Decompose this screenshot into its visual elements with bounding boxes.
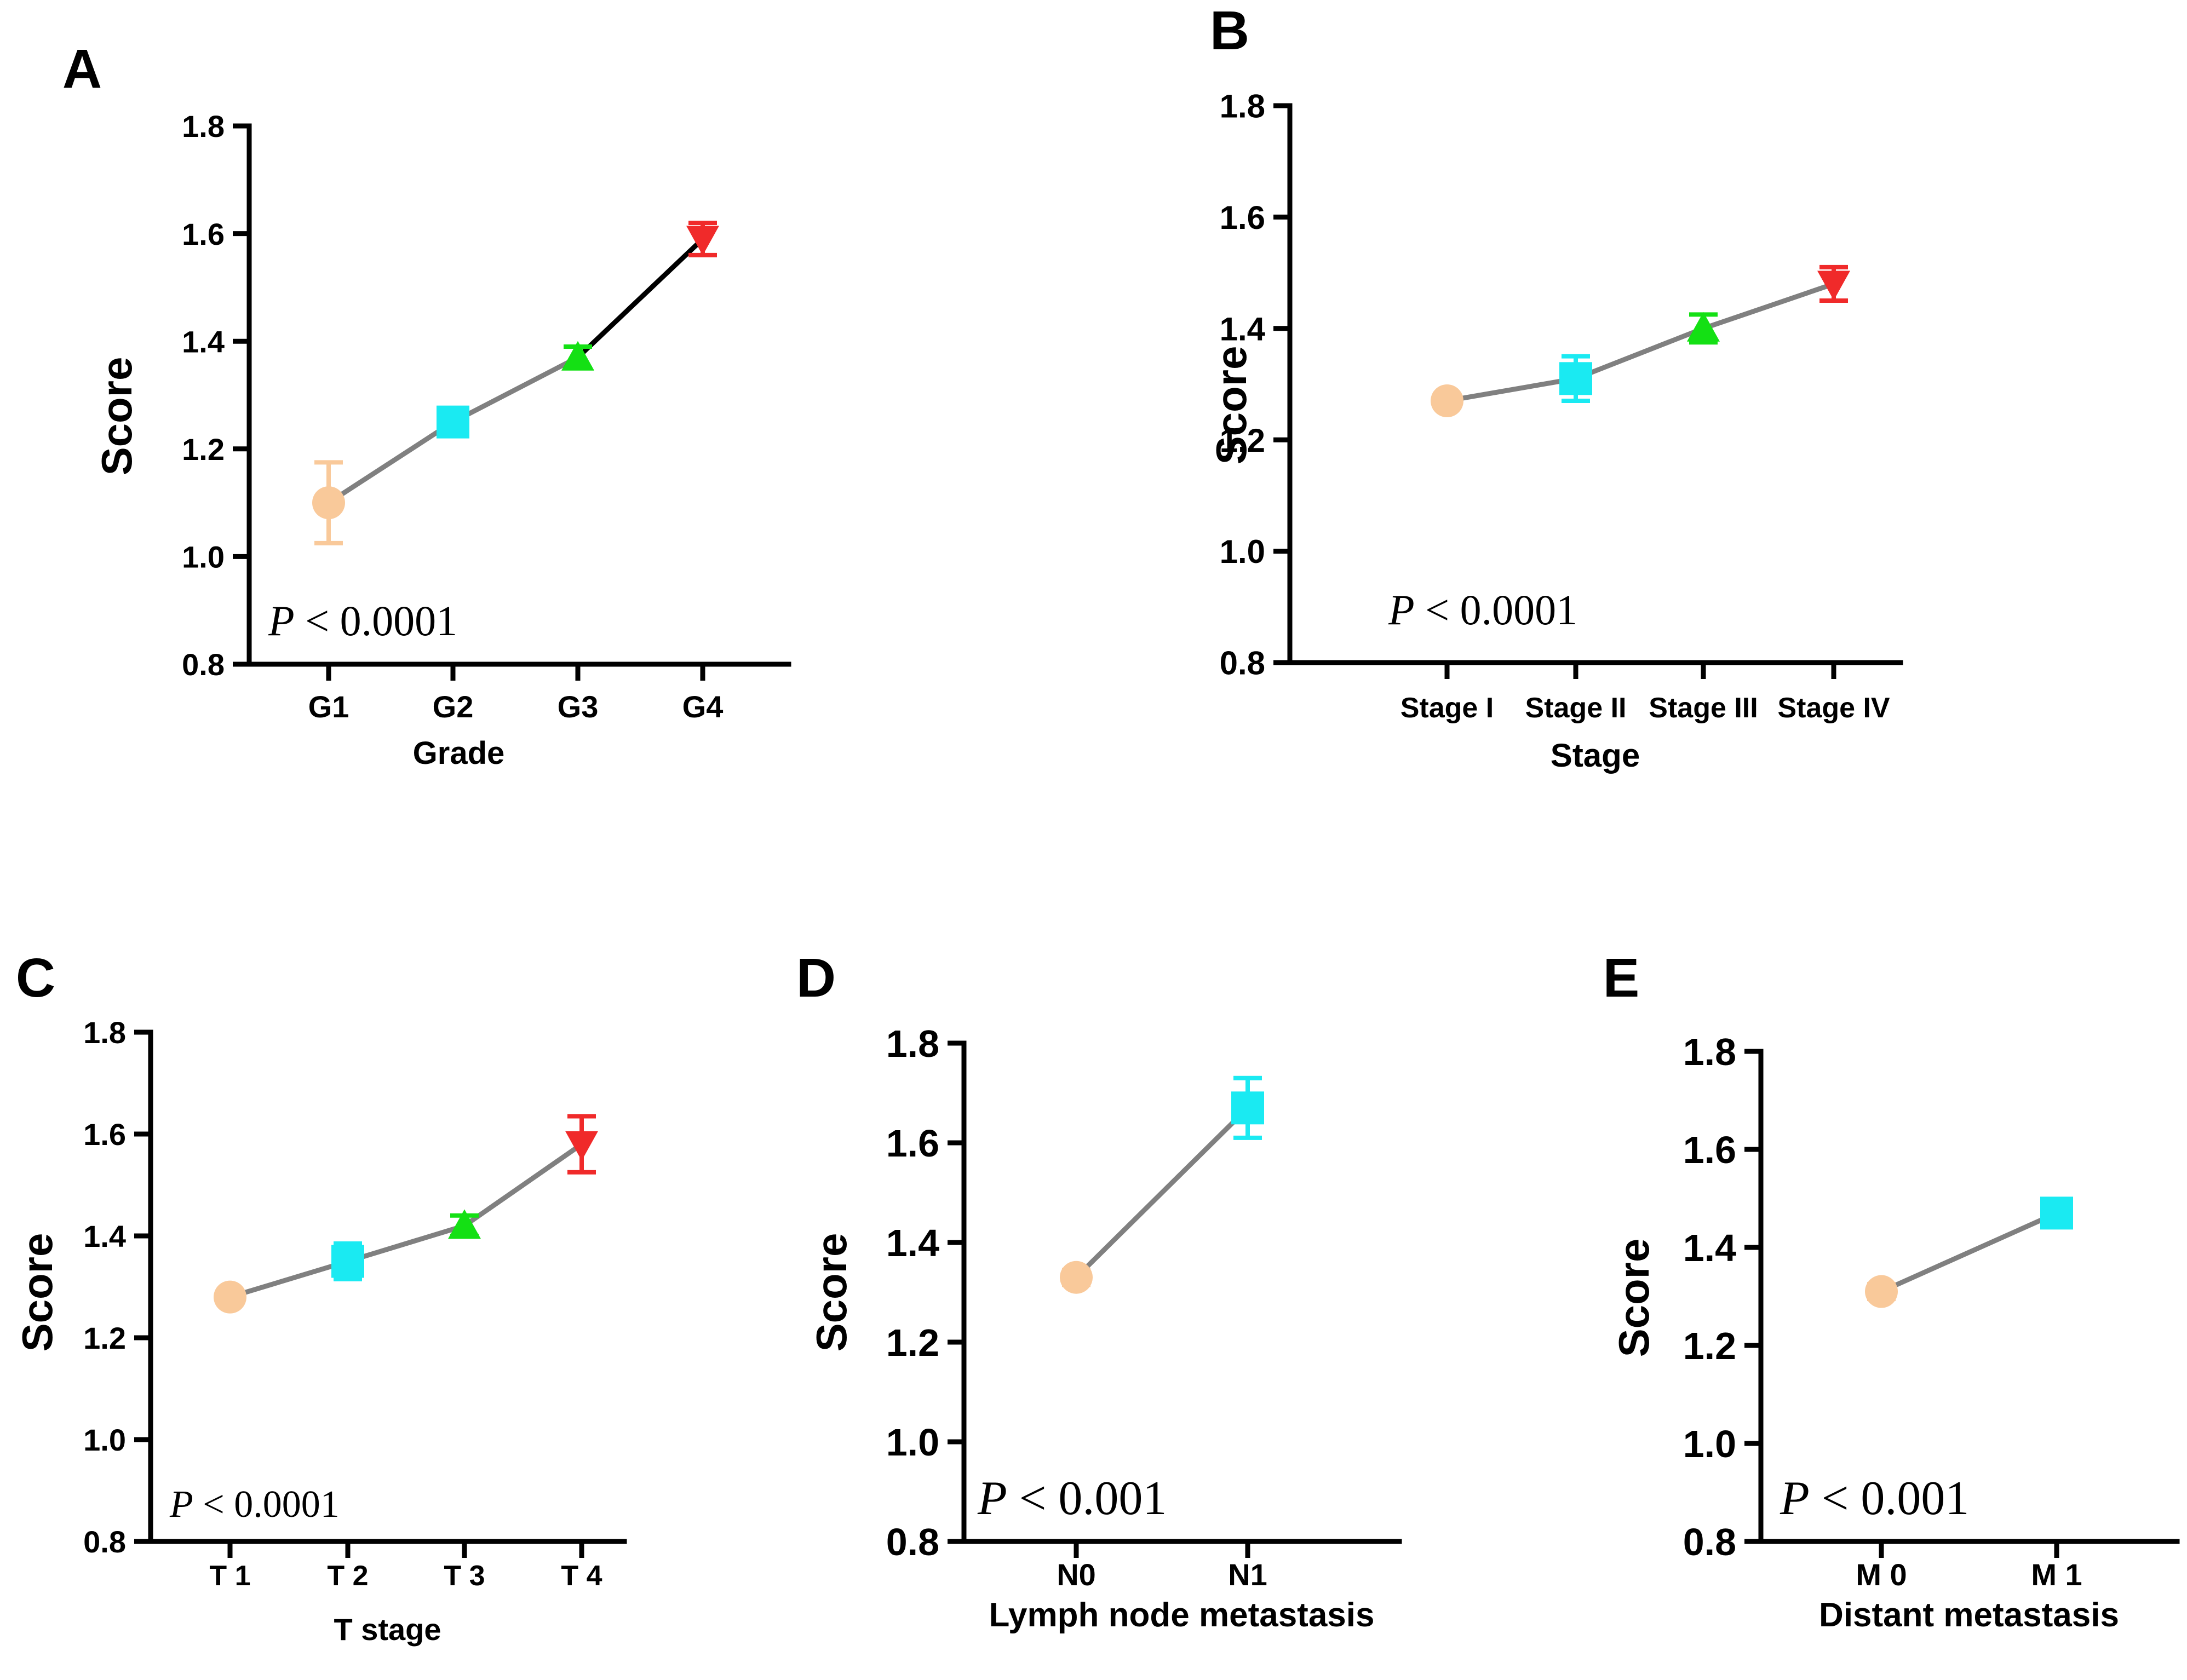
- y-tick-label: 1.0: [886, 1421, 939, 1464]
- y-tick-label: 1.6: [83, 1117, 126, 1152]
- series-line-segment: [227, 1259, 351, 1300]
- y-tick-label: 1.0: [83, 1423, 126, 1457]
- y-tick-label: 0.8: [1220, 645, 1265, 682]
- data-point-square: [437, 405, 469, 439]
- data-point-triangle-down: [565, 1131, 598, 1161]
- x-axis-title: Lymph node metastasis: [989, 1596, 1374, 1634]
- y-tick-label: 0.8: [1683, 1521, 1736, 1563]
- panel-letter: C: [16, 947, 55, 1009]
- panel-letter: B: [1210, 0, 1249, 61]
- y-tick-label: 1.4: [1683, 1227, 1736, 1269]
- data-point-circle: [214, 1280, 246, 1314]
- x-tick-label: T 1: [209, 1560, 250, 1592]
- data-point-circle: [1865, 1275, 1898, 1308]
- x-tick-label: N0: [1057, 1557, 1096, 1592]
- y-axis-title: Score: [1207, 346, 1255, 465]
- data-point-square: [1559, 362, 1592, 395]
- x-tick-label: Stage I: [1400, 692, 1494, 724]
- series-line-segment: [1573, 326, 1706, 381]
- y-tick-label: 0.8: [886, 1521, 939, 1563]
- data-point-triangle-up: [448, 1209, 481, 1239]
- y-tick-label: 1.8: [182, 109, 225, 143]
- y-axis-title: Score: [13, 1233, 61, 1352]
- x-tick-label: Stage III: [1649, 692, 1758, 724]
- p-value-annotation: P < 0.001: [1780, 1472, 1969, 1525]
- x-axis-title: T stage: [334, 1612, 441, 1647]
- y-tick-label: 1.4: [1220, 310, 1266, 347]
- y-tick-label: 1.6: [1683, 1129, 1736, 1171]
- y-tick-label: 1.6: [886, 1122, 939, 1165]
- x-axis-title: Distant metastasis: [1819, 1596, 2119, 1634]
- y-tick-label: 0.8: [83, 1524, 126, 1559]
- series-line-segment: [345, 1223, 467, 1264]
- y-tick-label: 1.4: [182, 324, 225, 359]
- data-point-square: [2040, 1196, 2073, 1230]
- x-axis-title: Grade: [413, 735, 505, 771]
- y-axis-title: Score: [93, 357, 141, 476]
- y-tick-label: 1.4: [886, 1222, 939, 1264]
- series-line-segment: [450, 355, 581, 425]
- series-line-segment: [1444, 376, 1578, 404]
- p-value-annotation: P < 0.0001: [268, 597, 457, 645]
- y-tick-label: 1.6: [182, 217, 225, 251]
- y-axis-title: Score: [1610, 1239, 1658, 1357]
- p-value-annotation: P < 0.0001: [169, 1483, 340, 1526]
- x-tick-label: T 3: [444, 1560, 485, 1592]
- y-tick-label: 1.8: [83, 1015, 126, 1050]
- y-tick-label: 1.6: [1220, 199, 1265, 236]
- x-tick-label: M 0: [1856, 1557, 1907, 1592]
- y-tick-label: 1.8: [1683, 1031, 1736, 1073]
- y-tick-label: 1.8: [1220, 88, 1265, 125]
- y-tick-label: 1.2: [1220, 422, 1265, 459]
- data-point-circle: [1431, 384, 1463, 418]
- y-axis-title: Score: [807, 1233, 856, 1352]
- p-value-annotation: P < 0.0001: [1388, 586, 1577, 634]
- panel-letter: D: [796, 947, 836, 1009]
- y-tick-label: 1.8: [886, 1022, 939, 1065]
- p-value-annotation: P < 0.001: [977, 1472, 1167, 1525]
- data-point-square: [1231, 1091, 1264, 1125]
- data-point-triangle-down: [1817, 271, 1850, 301]
- data-point-triangle-up: [1687, 312, 1720, 342]
- x-tick-label: Stage II: [1525, 692, 1627, 724]
- data-point-circle: [312, 486, 345, 520]
- y-tick-label: 1.0: [182, 540, 225, 574]
- x-tick-label: M 1: [2031, 1557, 2082, 1592]
- series-line-segment: [1701, 281, 1836, 331]
- x-tick-label: T 2: [327, 1560, 368, 1592]
- panel-letter: A: [62, 38, 102, 100]
- panel-c: C 0.8 1.0 1.2 1.4 1.6 1.8 T 1 T 2 T 3 T 4 T stage Sc…: [13, 947, 627, 1647]
- series-line-segment: [462, 1142, 584, 1228]
- panel-letter: E: [1603, 947, 1640, 1009]
- y-tick-label: 1.0: [1220, 533, 1265, 570]
- x-tick-label: T 4: [561, 1560, 602, 1592]
- series-line-segment: [1074, 1105, 1250, 1280]
- data-point-triangle-down: [686, 226, 719, 256]
- y-tick-label: 1.0: [1683, 1423, 1736, 1465]
- series-line-segment: [326, 419, 456, 505]
- panel-a: A 0.8 1.0 1.2 1.4 1.6 1.8 G1 G2 G3 G4 Grade Score P <…: [62, 38, 791, 771]
- x-tick-label: Stage IV: [1777, 692, 1890, 724]
- data-point-triangle-up: [561, 341, 594, 371]
- x-tick-label: G3: [558, 689, 599, 724]
- x-tick-label: N1: [1228, 1557, 1267, 1592]
- y-tick-label: 0.8: [182, 647, 225, 682]
- y-tick-label: 1.2: [83, 1321, 126, 1355]
- x-tick-label: G1: [308, 689, 349, 724]
- y-tick-label: 1.2: [886, 1321, 939, 1364]
- x-tick-label: G4: [682, 689, 724, 724]
- series-line-segment: [1879, 1210, 2059, 1294]
- data-point-circle: [1060, 1261, 1093, 1294]
- x-tick-label: G2: [433, 689, 474, 724]
- y-tick-label: 1.2: [182, 432, 225, 467]
- y-tick-label: 1.2: [1683, 1325, 1736, 1367]
- data-point-square: [331, 1245, 364, 1278]
- x-axis-title: Stage: [1551, 737, 1640, 774]
- panel-e: E 0.8 1.0 1.2 1.4 1.6 1.8 M 0 M 1 Distant metasta…: [1603, 947, 2180, 1634]
- panel-d: D 0.8 1.0 1.2 1.4 1.6 1.8 N0 N1 Lymph node metast…: [796, 947, 1402, 1634]
- y-tick-label: 1.4: [83, 1219, 126, 1253]
- series-line-segment: [575, 236, 705, 360]
- panel-b: B 0.8 1.0 1.2 1.4 1.6 1.8 Stage I Stage II Stage …: [1207, 0, 1903, 774]
